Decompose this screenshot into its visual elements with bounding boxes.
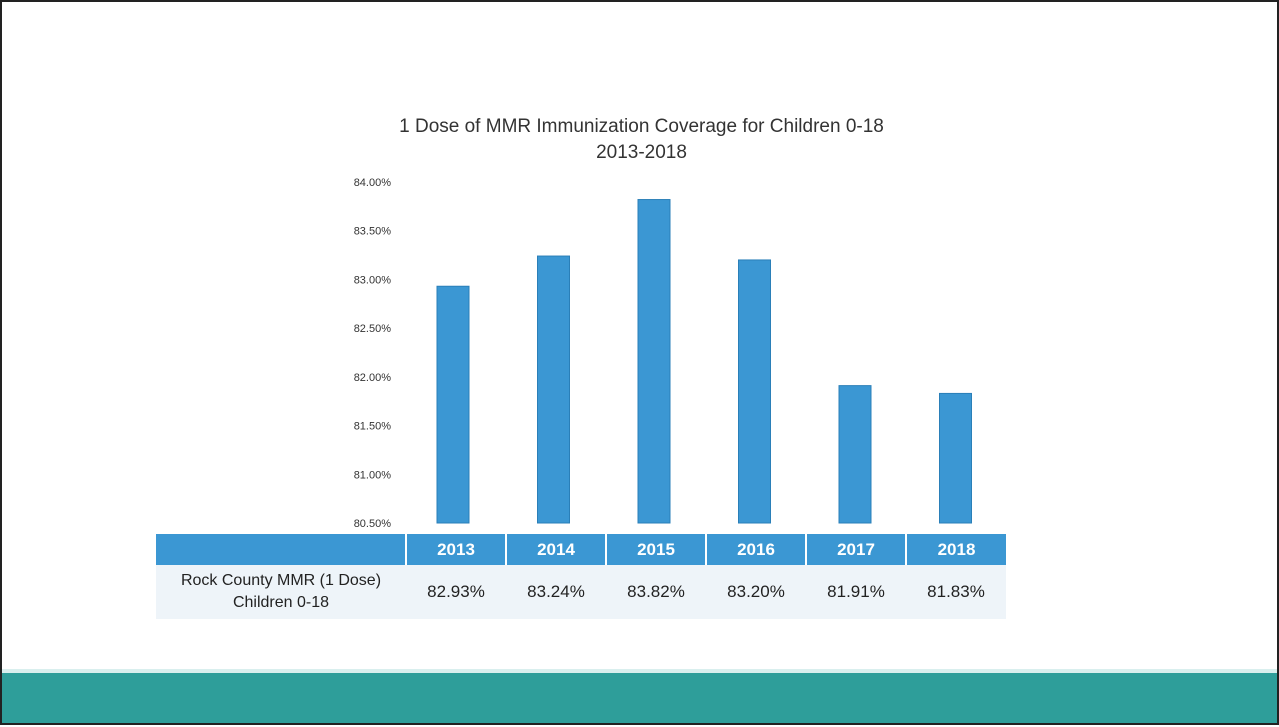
- table-header-year: 2017: [805, 534, 906, 565]
- bar-2018: [939, 392, 972, 524]
- y-tick-label: 84.00%: [354, 177, 392, 189]
- table-header-row: 2013 2014 2015 2016 2017 2018: [156, 534, 1006, 565]
- table-header-year: 2018: [905, 534, 1006, 565]
- y-tick-label: 81.00%: [354, 469, 392, 481]
- table-header-year: 2014: [505, 534, 606, 565]
- table-cell-value: 82.93%: [406, 565, 506, 619]
- y-tick-label: 83.50%: [354, 226, 392, 238]
- bar-2015: [637, 199, 671, 524]
- chart-subtitle: 2013-2018: [596, 142, 687, 163]
- table-header-year: 2016: [705, 534, 806, 565]
- row-label-line1: Rock County MMR (1 Dose): [180, 572, 382, 589]
- footer-band: [2, 669, 1277, 723]
- row-label-line2: Children 0-18: [232, 594, 330, 611]
- table-row: Rock County MMR (1 Dose) Children 0-18 8…: [156, 565, 1006, 619]
- table-header-year: 2013: [405, 534, 506, 565]
- table-cell-value: 83.20%: [706, 565, 806, 619]
- chart-title-block: 1 Dose of MMR Immunization Coverage for …: [2, 114, 1279, 166]
- y-axis: 80.50% 81.00% 81.50% 82.00% 82.50% 83.00% 83.5…: [354, 177, 392, 530]
- y-tick-label: 82.50%: [354, 323, 392, 335]
- table-header-year: 2015: [605, 534, 706, 565]
- bar-2017: [838, 385, 872, 524]
- bar-2016: [738, 259, 771, 524]
- bar-2014: [537, 255, 570, 524]
- bar-series: [436, 199, 972, 524]
- table-cell-value: 81.91%: [806, 565, 906, 619]
- table-cell-value: 83.82%: [606, 565, 706, 619]
- row-label: Rock County MMR (1 Dose) Children 0-18: [156, 565, 406, 619]
- table-header-blank: [156, 534, 406, 565]
- y-tick-label: 81.50%: [354, 421, 392, 433]
- y-tick-label: 83.00%: [354, 274, 392, 286]
- y-tick-label: 80.50%: [354, 518, 392, 530]
- chart-title: 1 Dose of MMR Immunization Coverage for …: [399, 116, 884, 137]
- bar-2013: [436, 285, 470, 524]
- table-cell-value: 81.83%: [906, 565, 1006, 619]
- table-cell-value: 83.24%: [506, 565, 606, 619]
- data-table: 2013 2014 2015 2016 2017 2018 Rock County MMR…: [156, 534, 1006, 619]
- y-tick-label: 82.00%: [354, 372, 392, 384]
